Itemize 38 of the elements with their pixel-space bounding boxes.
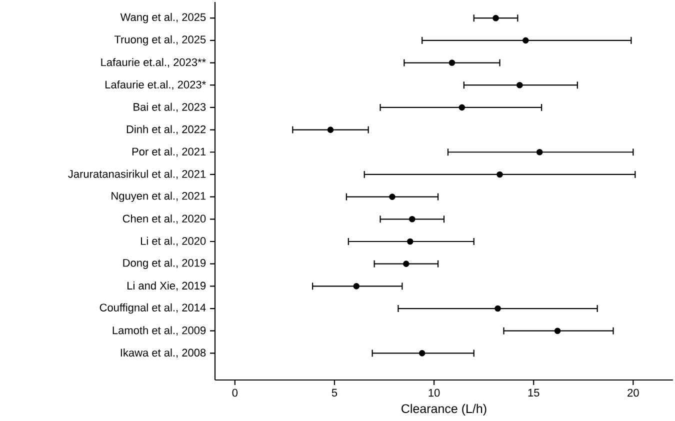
point — [522, 37, 529, 44]
point — [408, 216, 416, 222]
x-axis-title: Clearance (L/h) — [402, 404, 486, 416]
y-tick-label: Por et al., 2021 — [132, 147, 206, 157]
point — [389, 194, 396, 200]
point — [353, 283, 360, 290]
point — [327, 126, 334, 133]
y-tick-label: Couffignal et al., 2014 — [100, 303, 206, 314]
x-tick-label: 15 — [528, 388, 540, 397]
y-tick-label: Lamoth et al., 2009 — [112, 326, 206, 336]
y-tick-label: Jaruratanasirikul et al., 2021 — [68, 170, 206, 180]
point — [496, 171, 503, 178]
point — [403, 260, 410, 267]
y-tick-label: Dong et al., 2019 — [123, 258, 206, 269]
y-tick-label: Chen et al., 2020 — [122, 214, 206, 224]
point — [418, 350, 426, 356]
y-tick-label: Lafaurie et.al., 2023* — [106, 80, 206, 90]
y-tick-label: Li et al., 2020 — [140, 236, 206, 246]
x-tick-label: 10 — [428, 388, 440, 397]
y-tick-label: Li and Xie, 2019 — [128, 281, 206, 291]
y-tick-label: Truong et al., 2025 — [114, 35, 206, 46]
point — [407, 238, 414, 245]
y-tick-label: Ikawa et al., 2008 — [120, 348, 206, 358]
y-tick-label: Lafaurie et.al., 2023** — [101, 58, 206, 68]
point — [516, 82, 523, 88]
x-tick-label: 5 — [332, 388, 338, 397]
point — [494, 305, 501, 312]
point — [492, 14, 499, 22]
point — [554, 328, 561, 334]
y-tick-label: Dinh et al., 2022 — [126, 125, 206, 134]
y-tick-label: Nguyen et al., 2021 — [112, 192, 206, 202]
point — [536, 148, 543, 156]
point — [458, 104, 466, 111]
x-tick-label: 20 — [628, 388, 639, 397]
point — [448, 60, 456, 66]
y-tick-label: Wang et al., 2025 — [120, 12, 206, 24]
x-tick-label: 0 — [232, 388, 238, 397]
y-tick-label: Bai et al., 2023 — [134, 102, 206, 112]
